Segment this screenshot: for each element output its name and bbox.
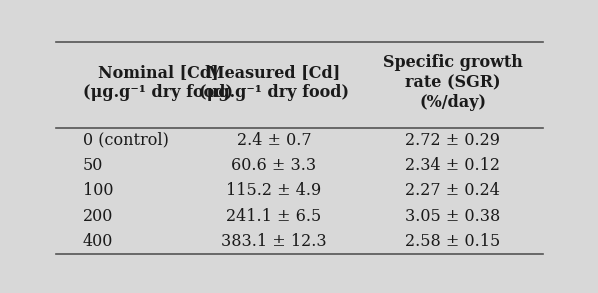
Text: 2.72 ± 0.29: 2.72 ± 0.29	[405, 132, 501, 149]
Text: 383.1 ± 12.3: 383.1 ± 12.3	[221, 233, 327, 250]
Text: 2.34 ± 0.12: 2.34 ± 0.12	[405, 157, 501, 174]
Text: 50: 50	[83, 157, 103, 174]
Text: 115.2 ± 4.9: 115.2 ± 4.9	[227, 182, 322, 199]
Text: 2.58 ± 0.15: 2.58 ± 0.15	[405, 233, 501, 250]
Text: 0 (control): 0 (control)	[83, 132, 169, 149]
Text: Nominal [Cd]
(μg.g⁻¹ dry food): Nominal [Cd] (μg.g⁻¹ dry food)	[83, 64, 233, 101]
Text: 2.27 ± 0.24: 2.27 ± 0.24	[405, 182, 501, 199]
Text: 100: 100	[83, 182, 114, 199]
Text: 2.4 ± 0.7: 2.4 ± 0.7	[237, 132, 312, 149]
Text: 200: 200	[83, 208, 114, 225]
Text: 60.6 ± 3.3: 60.6 ± 3.3	[231, 157, 316, 174]
Text: 400: 400	[83, 233, 114, 250]
Text: Measured [Cd]
(μg.g⁻¹ dry food): Measured [Cd] (μg.g⁻¹ dry food)	[199, 64, 349, 101]
Text: 241.1 ± 6.5: 241.1 ± 6.5	[227, 208, 322, 225]
Text: Specific growth
rate (SGR)
(%/day): Specific growth rate (SGR) (%/day)	[383, 54, 523, 111]
Text: 3.05 ± 0.38: 3.05 ± 0.38	[405, 208, 501, 225]
